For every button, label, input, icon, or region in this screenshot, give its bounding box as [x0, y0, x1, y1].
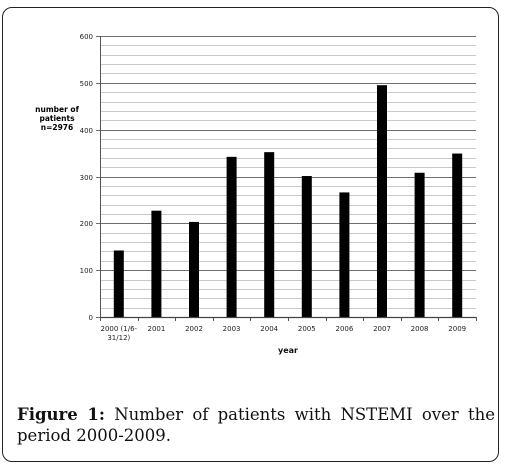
x-tick-label-line: 2002	[185, 325, 203, 333]
x-tick-label-line: 2009	[448, 325, 466, 333]
x-tick-label: 2001	[147, 325, 165, 333]
bar	[377, 85, 387, 317]
x-tick-label: 2008	[411, 325, 429, 333]
y-tick-label: 100	[80, 267, 93, 275]
bar	[264, 152, 275, 317]
y-tick-label: 500	[80, 80, 93, 88]
bar	[151, 210, 162, 317]
x-tick-label: 2002	[185, 325, 203, 333]
chart: 0 100 200 300 400 500 600 2000 (1/6-31/12) 2001 2…	[80, 33, 477, 355]
bar	[339, 192, 350, 317]
x-tick-label: 2007	[373, 325, 391, 333]
x-tick-label-line: 31/12)	[107, 334, 130, 342]
y-axis-label-line-2: patients	[39, 114, 75, 123]
y-axis-label-line-1: number of	[35, 105, 79, 114]
bar	[414, 172, 425, 317]
x-tick-label-line: 2004	[260, 325, 278, 333]
x-tick-label: 2009	[448, 325, 466, 333]
y-tick-label: 0	[89, 314, 93, 322]
bar	[301, 176, 312, 317]
bar	[226, 156, 237, 317]
x-tick-label-line: 2005	[298, 325, 316, 333]
bar	[189, 221, 199, 317]
x-tick-label: 2006	[335, 325, 353, 333]
x-tick-label: 2000 (1/6-31/12)	[101, 325, 138, 342]
x-tick-label: 2004	[260, 325, 278, 333]
y-tick-label: 600	[80, 33, 93, 41]
y-tick-label: 200	[80, 220, 93, 228]
x-tick-label-line: 2000 (1/6-	[101, 325, 138, 333]
figure-frame: 0 100 200 300 400 500 600 2000 (1/6-31/12) 2001 2…	[2, 7, 499, 462]
y-tick-label: 400	[80, 127, 93, 135]
x-tick-label-line: 2006	[335, 325, 353, 333]
y-tick-label: 300	[80, 174, 93, 182]
x-tick-label-line: 2007	[373, 325, 391, 333]
x-tick-label: 2005	[298, 325, 316, 333]
y-axis-label-line-3: n=2976	[40, 123, 74, 132]
figure-caption-text: Number of patients with NSTEMI over the …	[17, 405, 495, 445]
x-tick-label-line: 2001	[147, 325, 165, 333]
y-axis-label: number of patients n=2976	[29, 105, 85, 132]
x-tick-label-line: 2003	[223, 325, 241, 333]
x-axis-label: year	[278, 346, 298, 355]
figure-caption: Figure 1: Number of patients with NSTEMI…	[17, 404, 495, 446]
x-tick-label-line: 2008	[411, 325, 429, 333]
figure-caption-label: Figure 1:	[17, 405, 105, 424]
bar	[452, 153, 463, 317]
bar	[113, 250, 124, 317]
x-tick-label: 2003	[223, 325, 241, 333]
